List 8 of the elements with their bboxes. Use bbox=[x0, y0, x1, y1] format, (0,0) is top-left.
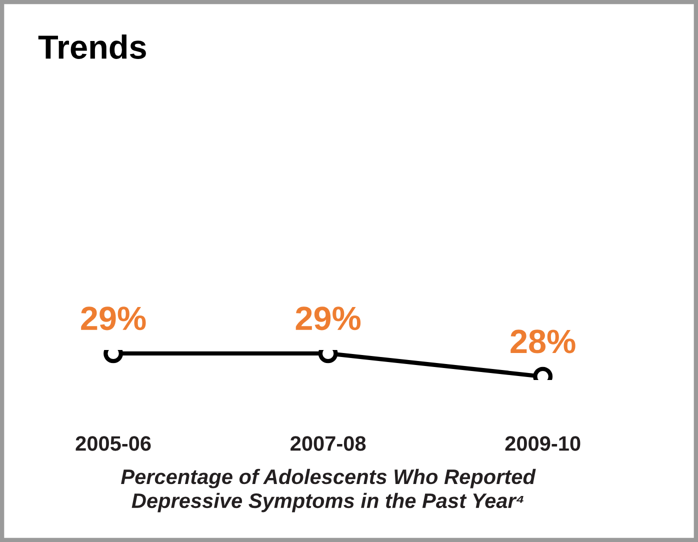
data-label: 29% bbox=[81, 306, 146, 330]
x-axis-title: Percentage of Adolescents Who Reported Depressive Symptoms in the Past Year⁴ bbox=[121, 468, 536, 512]
x-tick-label: 2005-06 bbox=[76, 436, 151, 451]
x-tick-label: 2009-10 bbox=[505, 436, 580, 451]
chart-title: Trends bbox=[38, 34, 146, 59]
x-tick-label: 2007-08 bbox=[290, 436, 366, 451]
data-label: 28% bbox=[510, 330, 576, 354]
data-label: 29% bbox=[296, 306, 361, 330]
